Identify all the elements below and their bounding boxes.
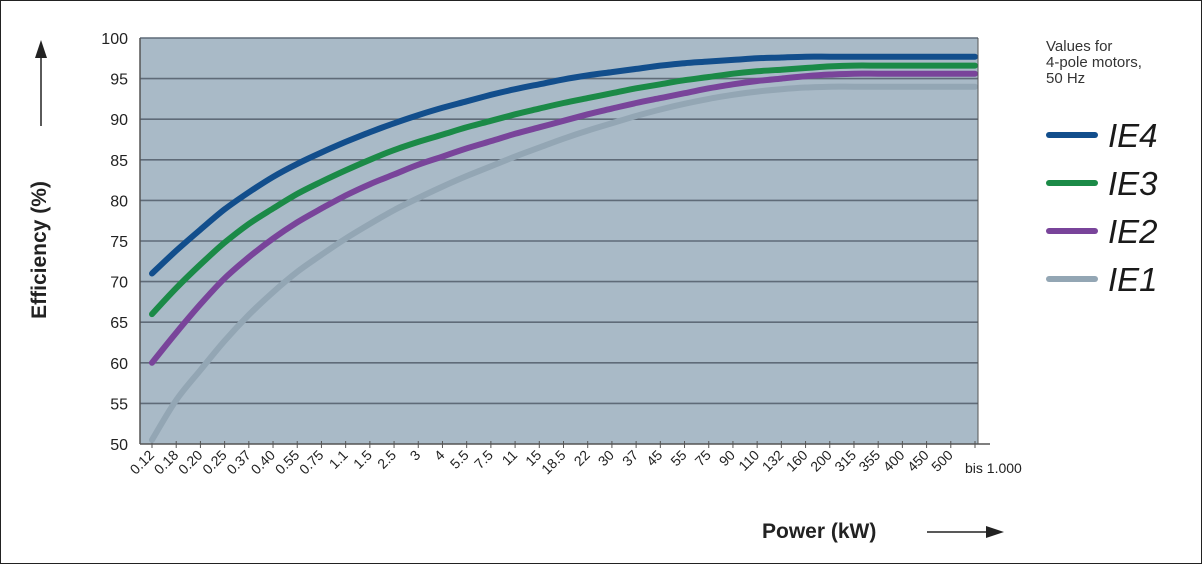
- x-tick-label: 132: [759, 447, 787, 475]
- x-tick-labels: 0.120.180.200.250.370.400.550.75 1.1 1.5 2.…: [127, 447, 1022, 478]
- x-tick-label: 160: [783, 447, 811, 475]
- legend-label-ie2: IE2: [1108, 213, 1158, 250]
- x-tick-label: 0.25: [199, 447, 230, 478]
- legend-item-ie1: IE1: [1046, 261, 1158, 298]
- x-tick-label: 450: [904, 447, 932, 475]
- y-tick-label-90: 90: [110, 112, 128, 129]
- x-tick-label: 355: [855, 447, 883, 475]
- legend: IE4 IE3 IE2 IE1: [1046, 117, 1158, 298]
- legend-label-ie3: IE3: [1108, 165, 1158, 202]
- y-tick-label-75: 75: [110, 234, 128, 251]
- x-axis-title: Power (kW): [762, 520, 876, 543]
- x-tick-label: 37: [619, 447, 641, 469]
- x-tick-label: 75: [692, 447, 714, 469]
- x-tick-label: 200: [807, 447, 835, 475]
- x-tick-label: 0.40: [248, 447, 279, 478]
- y-tick-label-60: 60: [110, 356, 128, 373]
- x-tick-label: 1.5: [350, 447, 375, 472]
- x-tick-label: 45: [643, 447, 665, 469]
- legend-item-ie3: IE3: [1046, 165, 1158, 202]
- y-axis-title: Efficiency (%): [28, 181, 51, 319]
- x-tick-label: 400: [880, 447, 908, 475]
- y-tick-label-85: 85: [110, 153, 128, 170]
- x-tick-label: 0.55: [272, 447, 303, 478]
- y-tick-label-65: 65: [110, 315, 128, 332]
- x-tick-label: 0.75: [296, 447, 327, 478]
- y-tick-label-100: 100: [101, 31, 128, 48]
- x-tick-label: 55: [667, 447, 689, 469]
- note-line-3: 50 Hz: [1046, 70, 1085, 87]
- x-tick-label: 0.18: [151, 447, 182, 478]
- x-tick-label: 11: [499, 447, 521, 469]
- series-line-ie2: [149, 70, 978, 366]
- x-tick-label: 90: [716, 447, 738, 469]
- x-tick-label: 0.20: [175, 447, 206, 478]
- x-tick-label: 4: [431, 447, 448, 464]
- x-tick-label: 2.5: [374, 447, 399, 472]
- x-tick-label: bis 1.000: [965, 460, 1022, 476]
- series-lines: [149, 53, 978, 443]
- legend-label-ie4: IE4: [1108, 117, 1158, 154]
- x-tick-label: 18.5: [538, 447, 569, 478]
- note-line-2: 4-pole motors,: [1046, 54, 1142, 71]
- legend-label-ie1: IE1: [1108, 261, 1158, 298]
- y-tick-label-95: 95: [110, 72, 128, 89]
- legend-item-ie4: IE4: [1046, 117, 1158, 154]
- x-tick-label: 110: [735, 447, 762, 474]
- x-tick-label: 1.1: [326, 447, 351, 472]
- series-line-ie4: [149, 53, 978, 277]
- y-tick-labels: 50 55 60 65 70 75 80 85 90 95 100: [101, 31, 128, 454]
- y-tick-label-80: 80: [110, 193, 128, 210]
- legend-item-ie2: IE2: [1046, 213, 1158, 250]
- y-tick-label-70: 70: [110, 275, 128, 292]
- x-tick-label: 5.5: [447, 447, 472, 472]
- axes: [139, 38, 990, 445]
- y-tick-label-50: 50: [110, 437, 128, 454]
- series-line-ie3: [149, 62, 978, 318]
- x-tick-label: 7.5: [471, 447, 496, 472]
- x-tick-label: 30: [595, 447, 617, 469]
- x-arrow-head: [986, 526, 1004, 538]
- y-axis-arrow: [35, 40, 47, 126]
- x-tick-label: 3: [407, 447, 424, 464]
- chart-note: Values for 4-pole motors, 50 Hz: [1046, 38, 1142, 87]
- note-line-1: Values for: [1046, 38, 1112, 55]
- y-tick-label-55: 55: [110, 396, 128, 413]
- x-axis-arrow: [927, 526, 1004, 538]
- series-line-ie1: [149, 83, 978, 443]
- x-tick-label: 22: [570, 447, 592, 469]
- x-tick-label: 0.37: [223, 447, 254, 478]
- x-tick-label: 500: [928, 447, 956, 475]
- x-tick-label: 315: [831, 447, 859, 475]
- y-arrow-head: [35, 40, 47, 58]
- x-tick-label: 0.12: [127, 447, 158, 478]
